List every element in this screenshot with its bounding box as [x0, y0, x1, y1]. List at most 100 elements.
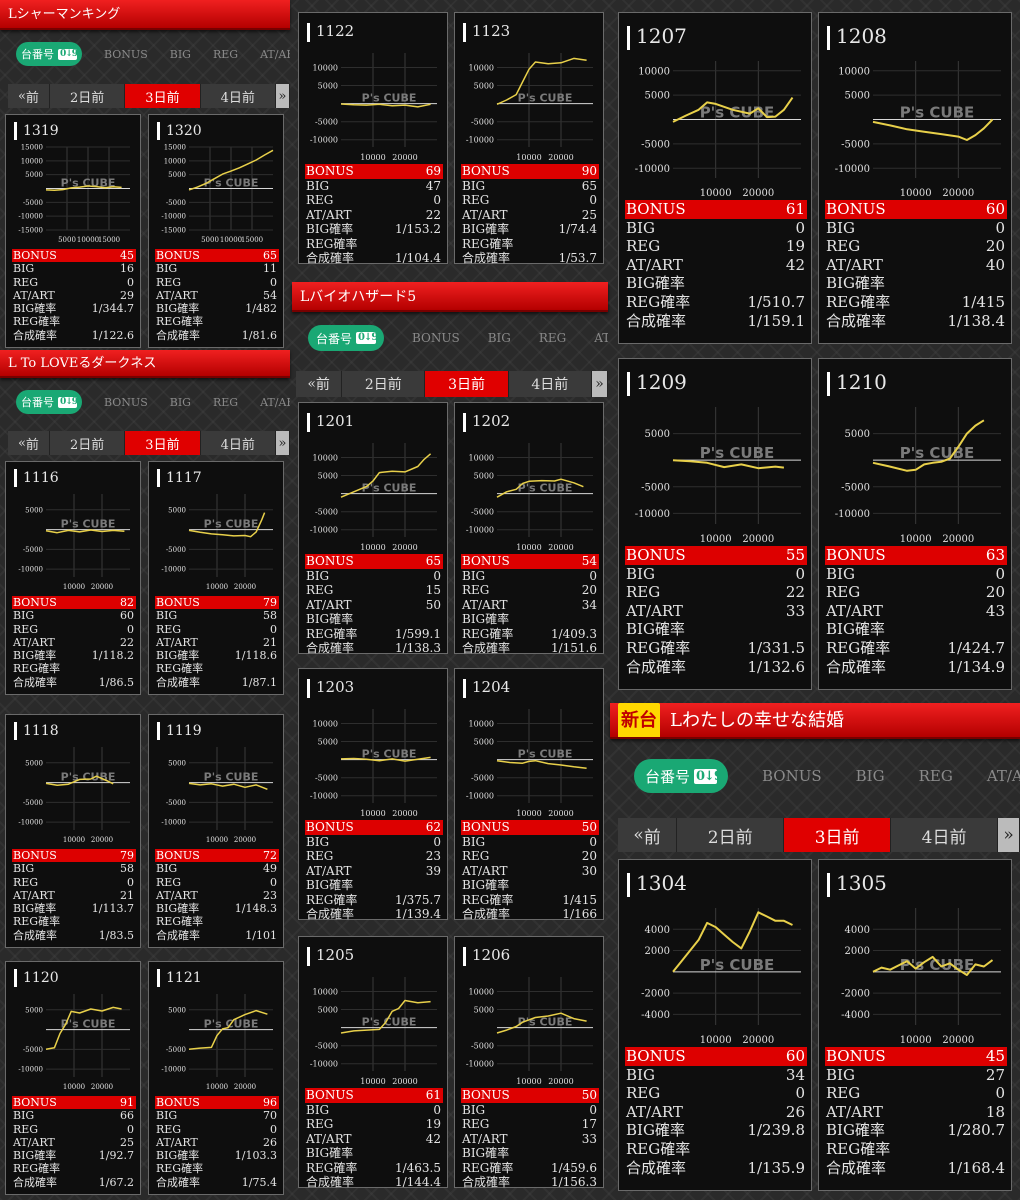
machine-card[interactable]: 1121 P's CUBE 5000 -5000 -10000 10000 20000 BON…	[148, 961, 284, 1195]
tab-day-2[interactable]: 2日前	[49, 431, 126, 455]
machine-card[interactable]: 1123 P's CUBE 10000 5000 -5000 -10000 10000 200…	[454, 12, 604, 265]
sort-option-big[interactable]: BIG	[855, 767, 885, 785]
y-tick-label: -10000	[310, 792, 338, 801]
stat-label: BIG確率	[462, 222, 510, 236]
sort-option-reg[interactable]: REG	[212, 395, 239, 409]
sort-option-reg[interactable]: REG	[212, 47, 239, 61]
stat-row-big: BIG 0	[825, 565, 1007, 584]
sort-option-at-art[interactable]: AT/ART	[260, 47, 290, 61]
machine-number-text: 1207	[636, 24, 687, 48]
sort-by-number-button[interactable]: 台番号 0↓9	[308, 325, 384, 351]
stat-row-big-rate: BIG確率 1/153.2	[305, 222, 443, 237]
stat-label: AT/ART	[13, 888, 55, 902]
stat-row-reg-rate: REG確率	[155, 315, 279, 328]
y-tick-label: 10000	[313, 453, 338, 462]
machine-card[interactable]: 1305 P's CUBE 4000 2000 -2000 -4000 10000 20000…	[818, 859, 1012, 1191]
stat-row-at: AT/ART 18	[825, 1103, 1007, 1122]
machine-card[interactable]: 1204 P's CUBE 10000 5000 -5000 -10000 10000 200…	[454, 668, 604, 921]
stat-value: 42	[425, 1131, 441, 1146]
tab-next[interactable]: »	[275, 431, 290, 455]
machine-card[interactable]: 1207 P's CUBE 10000 5000 -5000 -10000 10000 200…	[618, 12, 812, 344]
machine-card[interactable]: 1202 P's CUBE 10000 5000 -5000 -10000 10000 200…	[454, 402, 604, 655]
machine-card[interactable]: 1117 P's CUBE 5000 -5000 -10000 10000 20000 BON…	[148, 461, 284, 695]
stat-label: AT/ART	[626, 1102, 683, 1121]
tab-day-4[interactable]: 4日前	[508, 371, 592, 397]
machine-card[interactable]: 1118 P's CUBE 5000 -5000 -10000 10000 20000 BON…	[5, 714, 141, 948]
stat-row-bonus: BONUS 45	[825, 1047, 1007, 1066]
sort-option-big[interactable]: BIG	[169, 395, 191, 409]
tab-prev[interactable]: «前	[8, 431, 50, 455]
stat-value: 50	[581, 1088, 597, 1102]
stat-label: REG確率	[826, 292, 891, 311]
machine-card[interactable]: 1206 P's CUBE 10000 5000 -5000 -10000 10000 200…	[454, 936, 604, 1189]
tab-day-2[interactable]: 2日前	[677, 818, 785, 852]
y-tick-label: -2000	[641, 989, 670, 1000]
watermark-logo: P's CUBE	[362, 92, 417, 105]
machine-card[interactable]: 1119 P's CUBE 5000 -5000 -10000 10000 20000 BON…	[148, 714, 284, 948]
tab-day-2[interactable]: 2日前	[49, 84, 126, 108]
machine-card[interactable]: 1210 P's CUBE 5000 -5000 -10000 10000 20000 BON…	[818, 358, 1012, 690]
machine-card[interactable]: 1319 P's CUBE 15000 10000 5000 -5000 -10000 -15…	[5, 114, 141, 348]
slump-graph: P's CUBE 10000 5000 -5000 -10000 10000 20000	[635, 61, 801, 197]
sort-option-at-art[interactable]: AT/ART	[986, 767, 1020, 785]
stat-label: AT/ART	[156, 635, 198, 649]
tab-next[interactable]: »	[275, 84, 290, 108]
sort-option-bonus[interactable]: BONUS	[412, 331, 460, 345]
stat-label: AT/ART	[306, 1131, 352, 1146]
sort-option-at-art[interactable]: AT/ART	[260, 395, 290, 409]
sort-option-at-art[interactable]: AT/ART	[594, 331, 608, 345]
stat-row-reg: REG 0	[155, 276, 279, 289]
stat-label: REG	[826, 237, 861, 256]
stat-value: 15	[425, 583, 441, 597]
machine-card[interactable]: 1209 P's CUBE 5000 -5000 -10000 10000 20000 BON…	[618, 358, 812, 690]
stat-value: 49	[263, 862, 277, 876]
sort-by-number-button[interactable]: 台番号 0↓9	[634, 759, 728, 793]
series-line	[45, 1006, 122, 1051]
machine-card[interactable]: 1120 P's CUBE 5000 -5000 -10000 10000 20000 BON…	[5, 961, 141, 1195]
machine-number: 1205	[307, 945, 354, 966]
series-line	[340, 453, 432, 498]
tab-prev[interactable]: «前	[296, 371, 343, 397]
sort-option-reg[interactable]: REG	[538, 331, 567, 345]
stat-label: AT/ART	[13, 635, 55, 649]
tab-day-4[interactable]: 4日前	[200, 84, 276, 108]
machine-card[interactable]: 1208 P's CUBE 10000 5000 -5000 -10000 10000 200…	[818, 12, 1012, 344]
tab-day-3[interactable]: 3日前	[125, 84, 201, 108]
tab-next[interactable]: »	[998, 818, 1020, 852]
watermark-logo: P's CUBE	[518, 1016, 573, 1029]
slump-graph: P's CUBE 5000 -5000 -10000 10000 20000	[18, 747, 130, 843]
y-tick-label: 2000	[645, 946, 670, 957]
tab-prev[interactable]: «前	[8, 84, 50, 108]
stat-label: BIG確率	[306, 612, 354, 626]
sort-option-reg[interactable]: REG	[918, 767, 953, 785]
machine-card[interactable]: 1320 P's CUBE 15000 10000 5000 -5000 -10000 -15…	[148, 114, 284, 348]
machine-stats: BONUS 60 BIG 34 REG 0 AT/ART 26 BIG確率 1/239.8 REG確…	[625, 1047, 807, 1177]
tab-next[interactable]: »	[591, 371, 608, 397]
tab-day-4[interactable]: 4日前	[891, 818, 999, 852]
tab-day-4[interactable]: 4日前	[200, 431, 276, 455]
sort-option-big[interactable]: BIG	[169, 47, 191, 61]
machine-card[interactable]: 1205 P's CUBE 10000 5000 -5000 -10000 10000 200…	[298, 936, 448, 1189]
machine-card[interactable]: 1201 P's CUBE 10000 5000 -5000 -10000 10000 200…	[298, 402, 448, 655]
sort-option-bonus[interactable]: BONUS	[762, 767, 822, 785]
tab-prev[interactable]: «前	[618, 818, 678, 852]
stat-value: 0	[589, 1102, 597, 1117]
tab-day-2[interactable]: 2日前	[342, 371, 426, 397]
sort-option-big[interactable]: BIG	[487, 331, 511, 345]
slump-graph: P's CUBE 10000 5000 -5000 -10000 10000 20000	[466, 53, 593, 161]
machine-card[interactable]: 1122 P's CUBE 10000 5000 -5000 -10000 10000 200…	[298, 12, 448, 265]
machine-card[interactable]: 1116 P's CUBE 5000 -5000 -10000 10000 20000 BON…	[5, 461, 141, 695]
tab-day-3[interactable]: 3日前	[784, 818, 892, 852]
stat-label: REG確率	[156, 915, 204, 929]
y-tick-label: 5000	[25, 759, 43, 767]
tab-day-3[interactable]: 3日前	[125, 431, 201, 455]
machine-card[interactable]: 1304 P's CUBE 4000 2000 -2000 -4000 10000 20000…	[618, 859, 812, 1191]
tab-day-3[interactable]: 3日前	[425, 371, 509, 397]
sort-option-bonus[interactable]: BONUS	[104, 47, 148, 61]
sort-option-bonus[interactable]: BONUS	[104, 395, 148, 409]
machine-card[interactable]: 1203 P's CUBE 10000 5000 -5000 -10000 10000 200…	[298, 668, 448, 921]
stat-label: BIG	[626, 1065, 655, 1084]
sort-by-number-button[interactable]: 台番号 0↓9	[16, 42, 82, 66]
stat-row-big-rate: BIG確率 1/239.8	[625, 1121, 807, 1140]
sort-by-number-button[interactable]: 台番号 0↓9	[16, 390, 82, 414]
